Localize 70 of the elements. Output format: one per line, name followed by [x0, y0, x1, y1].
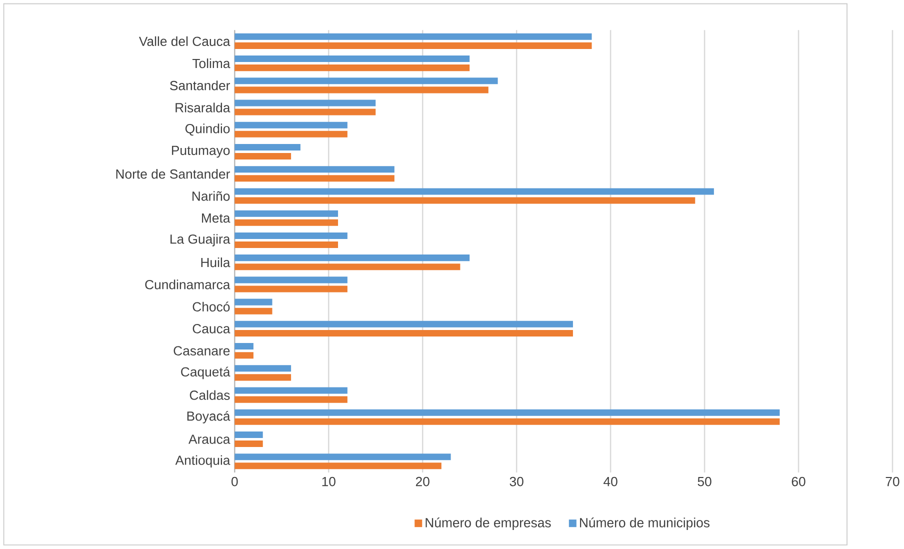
- y-tick-label: Casanare: [174, 346, 230, 356]
- y-tick-label: Chocó: [192, 302, 230, 312]
- bar: [234, 454, 451, 460]
- bar: [234, 153, 292, 160]
- x-tick-label: 30: [510, 477, 524, 486]
- y-tick-label: Risaralda: [176, 102, 230, 113]
- bar: [234, 432, 263, 438]
- y-tick-label: Putumayo: [172, 146, 230, 158]
- y-tick-label: Tolima: [192, 58, 230, 68]
- bar: [234, 321, 573, 328]
- bar: [234, 374, 292, 381]
- y-tick-label: Valle del Cauca: [138, 36, 230, 46]
- x-tick-label: 0: [232, 477, 238, 486]
- bar: [234, 330, 573, 337]
- bar: [234, 440, 263, 448]
- bar: [234, 387, 348, 394]
- y-tick-label: La Guajira: [170, 234, 230, 247]
- y-tick-label: Norte de Santander: [116, 169, 230, 179]
- legend-label: Número de municipios: [580, 518, 710, 530]
- y-tick-label: Caldas: [190, 390, 230, 400]
- bar: [234, 365, 292, 372]
- y-tick-label: Cauca: [192, 324, 230, 334]
- legend-label: Número de empresas: [426, 518, 551, 530]
- y-tick-label: Santander: [170, 80, 230, 90]
- bar: [234, 86, 488, 94]
- bar: [234, 396, 348, 403]
- x-tick-label: 70: [886, 477, 900, 486]
- bar: [234, 210, 338, 218]
- bar: [234, 343, 254, 350]
- bar: [234, 42, 592, 50]
- bar: [234, 352, 254, 359]
- bar: [234, 232, 348, 240]
- bar: [234, 175, 394, 182]
- y-tick-label: Quindio: [185, 124, 230, 136]
- x-tick-label: 60: [792, 477, 806, 486]
- bar: [234, 418, 780, 426]
- bar: [234, 197, 696, 204]
- bar: [234, 100, 376, 106]
- bar: [234, 308, 272, 315]
- bar: [234, 56, 470, 62]
- y-tick-label: Arauca: [188, 434, 230, 444]
- y-tick-label: Cundinamarca: [145, 280, 230, 290]
- y-tick-label: Huila: [201, 258, 230, 268]
- y-tick-label: Nariño: [192, 191, 230, 201]
- bar: [234, 122, 348, 129]
- bar: [234, 64, 470, 72]
- bar: [234, 108, 376, 116]
- bar: [234, 242, 338, 248]
- bar: [234, 276, 348, 284]
- bar: [234, 220, 338, 226]
- bar: [234, 78, 498, 84]
- bar: [234, 34, 592, 40]
- y-tick-label: Boyacá: [187, 411, 230, 424]
- x-tick-label: 50: [698, 477, 712, 486]
- x-tick-label: 40: [604, 477, 618, 486]
- bar: [234, 298, 272, 306]
- x-tick-label: 20: [416, 477, 430, 486]
- bar: [234, 410, 780, 416]
- y-tick-label: Meta: [202, 214, 230, 223]
- bar: [234, 264, 460, 270]
- bar: [234, 286, 348, 292]
- y-tick-label: Caquetá: [181, 366, 230, 380]
- bar: [234, 188, 714, 195]
- bar: [234, 166, 394, 173]
- bar: [234, 144, 300, 151]
- bar: [234, 462, 442, 470]
- y-tick-label: Antioquia: [175, 455, 230, 468]
- x-tick-label: 10: [322, 477, 336, 486]
- bar: [234, 254, 470, 262]
- bar: [234, 131, 348, 138]
